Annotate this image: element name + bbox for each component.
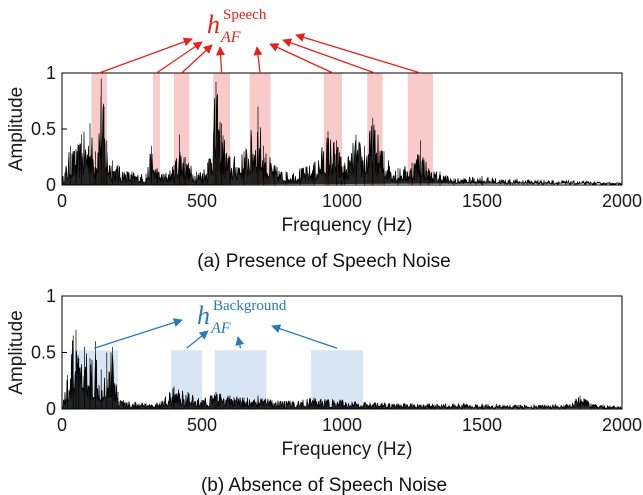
annotation-arrow — [235, 336, 245, 349]
y-axis-ticks-b: 00.51 — [31, 286, 67, 419]
x-axis-label-a: Frequency (Hz) — [282, 215, 413, 236]
y-tick-label: 0.5 — [31, 343, 56, 363]
x-axis-ticks-a: 0 500 1000 1500 2000 — [57, 180, 642, 211]
annotation-superscript-b: Background — [213, 298, 287, 314]
x-tick-label: 1000 — [322, 191, 362, 211]
annotation-arrow — [186, 330, 209, 349]
annotation-arrow — [295, 33, 421, 74]
x-tick-label: 0 — [57, 415, 67, 435]
x-axis-ticks-b: 0 500 1000 1500 2000 — [57, 404, 642, 435]
x-tick-label: 1000 — [322, 415, 362, 435]
y-axis-label-a: Amplitude — [6, 87, 27, 172]
x-tick-label: 1500 — [462, 191, 502, 211]
y-tick-label: 0 — [46, 175, 56, 195]
highlight-band — [153, 73, 160, 185]
y-tick-label: 0 — [46, 399, 56, 419]
chart-b: 0 500 1000 1500 2000 00.51 Frequency (Hz) Am… — [6, 286, 642, 495]
highlight-band — [311, 350, 363, 409]
annotation-arrows-b — [94, 318, 338, 349]
annotation-superscript-a: Speech — [223, 7, 267, 23]
chart-a: 0 500 1000 1500 2000 00.51 Frequency (Hz) Am… — [6, 7, 642, 272]
annotation-arrow — [181, 44, 213, 74]
x-axis-label-b: Frequency (Hz) — [282, 439, 413, 460]
annotation-subscript-a: AF — [220, 29, 241, 46]
x-tick-label: 2000 — [602, 191, 642, 211]
x-tick-label: 1500 — [462, 415, 502, 435]
x-tick-label: 2000 — [602, 415, 642, 435]
annotation-arrow — [271, 324, 338, 349]
annotation-arrows-a — [98, 33, 421, 74]
y-axis-ticks-a: 00.51 — [31, 63, 67, 195]
annotation-subscript-b: AF — [210, 320, 231, 337]
annotation-arrow — [156, 41, 203, 74]
annotation-arrow — [282, 38, 376, 74]
x-tick-label: 500 — [187, 415, 217, 435]
caption-b: (b) Absence of Speech Noise — [201, 475, 447, 495]
y-axis-label-b: Amplitude — [6, 310, 27, 395]
y-tick-label: 0.5 — [31, 119, 56, 139]
annotation-symbol-a: h — [207, 10, 220, 39]
annotation-symbol-b: h — [197, 301, 210, 330]
y-tick-label: 1 — [46, 286, 56, 306]
annotation-arrow — [98, 37, 193, 74]
annotation-arrow — [269, 43, 334, 74]
y-tick-label: 1 — [46, 63, 56, 83]
caption-a: (a) Presence of Speech Noise — [197, 251, 450, 272]
annotation-arrow — [94, 318, 183, 349]
annotation-arrow — [215, 46, 226, 74]
x-tick-label: 500 — [187, 191, 217, 211]
annotation-arrow — [253, 46, 263, 74]
x-tick-label: 0 — [57, 191, 67, 211]
annotation-background: h Background AF — [94, 298, 338, 349]
annotation-speech: h Speech AF — [98, 7, 421, 74]
